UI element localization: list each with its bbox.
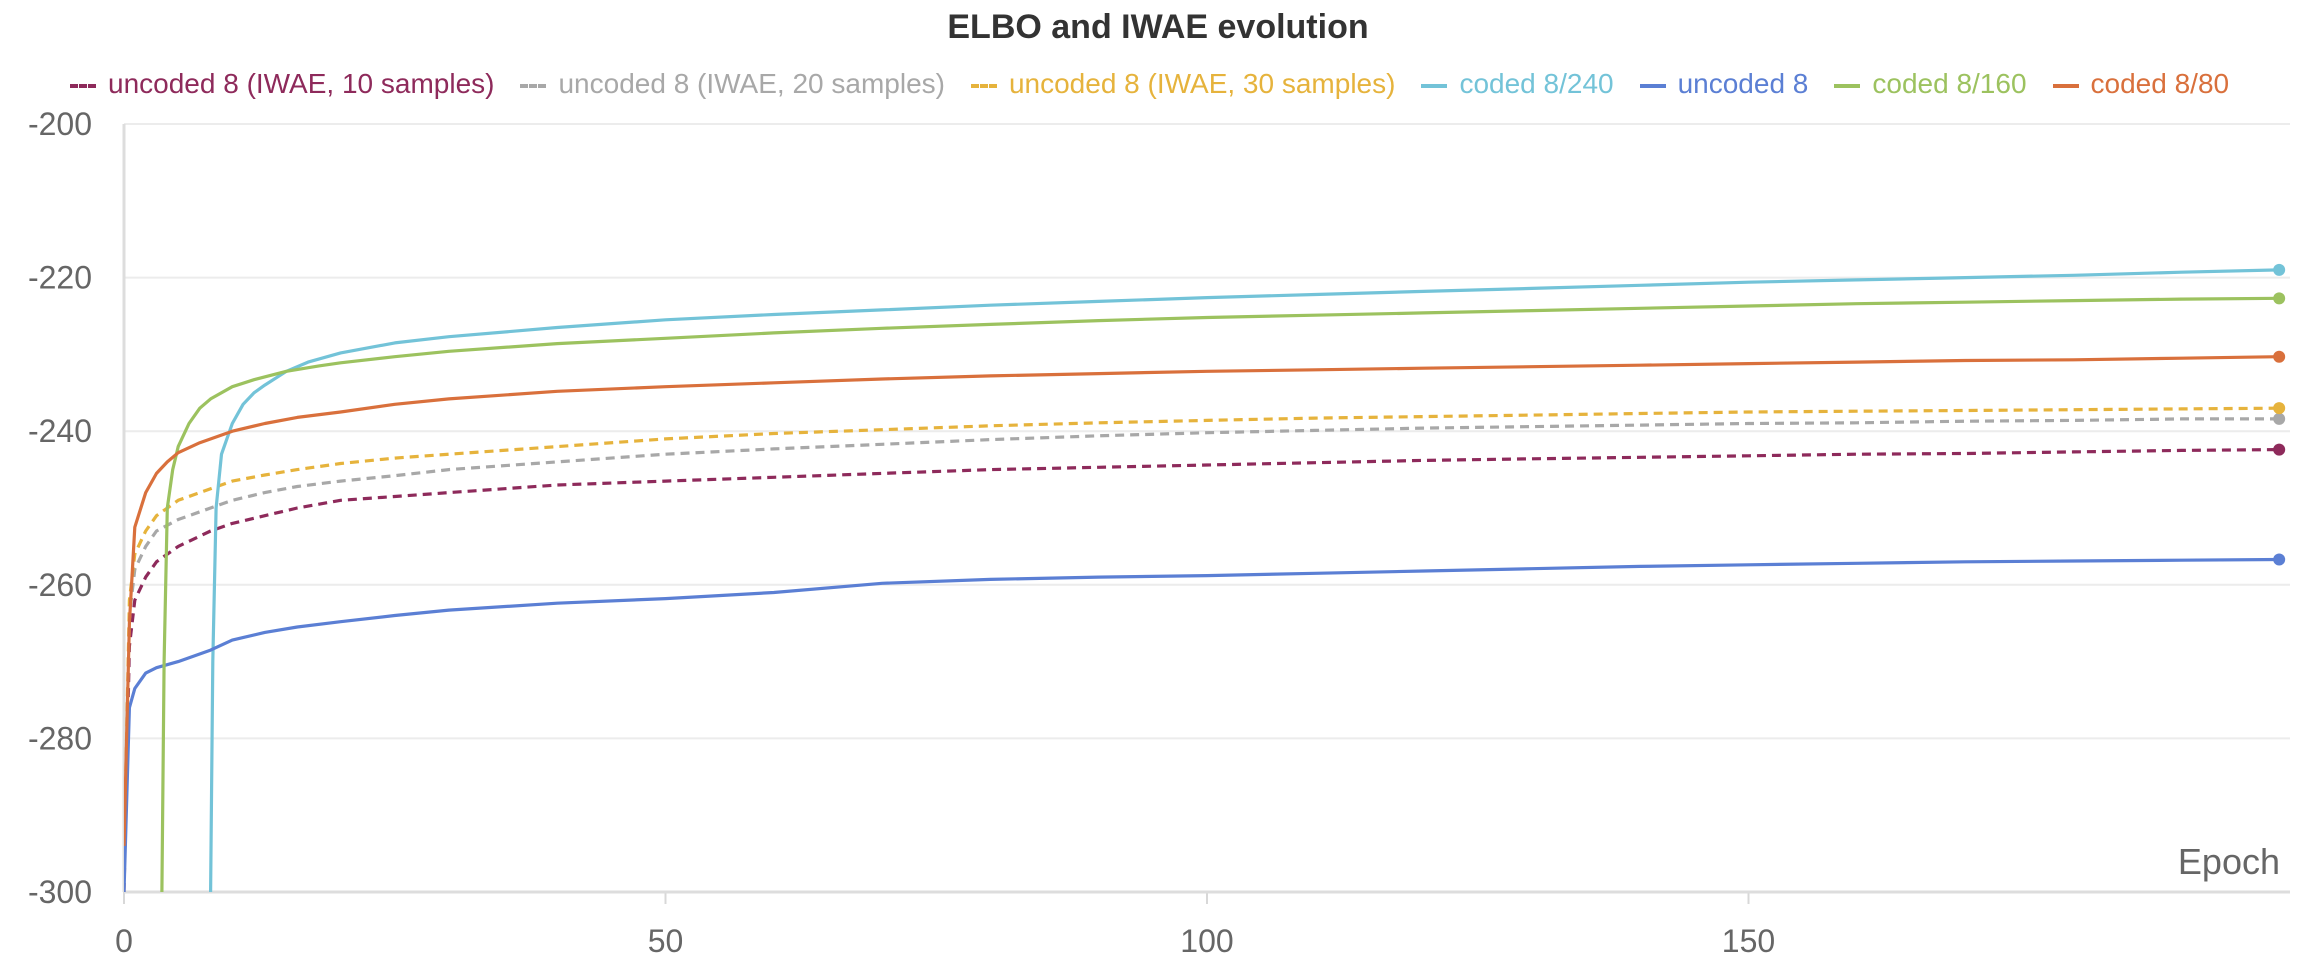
legend-swatch: [520, 83, 547, 88]
legend-label: uncoded 8 (IWAE, 30 samples): [1008, 68, 1396, 99]
legend-swatch: [2052, 83, 2079, 88]
series-line: [124, 417, 2280, 877]
x-tick-label: 100: [1180, 923, 1233, 959]
series-end-point: [2273, 443, 2286, 456]
y-tick-label: -300: [28, 874, 92, 910]
x-tick-label: 50: [648, 923, 684, 959]
chart-legend: uncoded 8 (IWAE, 10 samples) uncoded 8 (I…: [70, 66, 2255, 102]
legend-swatch: [970, 83, 997, 88]
legend-label: coded 8/80: [2090, 68, 2230, 99]
series-line: [124, 448, 2280, 892]
x-axis-title: Epoch: [2178, 841, 2280, 882]
legend-swatch: [1639, 83, 1666, 88]
series-end-point: [2273, 263, 2286, 276]
series-line: [160, 296, 2280, 892]
series-line: [209, 268, 2280, 892]
legend-item[interactable]: coded 8/80: [2052, 66, 2230, 102]
x-tick-label: 0: [115, 923, 133, 959]
series-end-point: [2273, 553, 2286, 566]
y-tick-label: -260: [28, 567, 92, 603]
y-tick-label: -200: [28, 106, 92, 142]
chart-title: ELBO and IWAE evolution: [947, 8, 1369, 46]
legend-item[interactable]: uncoded 8 (IWAE, 10 samples): [70, 66, 494, 102]
x-tick-label: 150: [1722, 923, 1775, 959]
legend-swatch: [1421, 83, 1448, 88]
series-end-point: [2273, 292, 2286, 305]
legend-label: coded 8/240: [1459, 68, 1614, 99]
series-end-point: [2273, 350, 2286, 363]
y-tick-label: -240: [28, 413, 92, 449]
legend-swatch: [70, 83, 96, 88]
legend-swatch: [1834, 83, 1861, 88]
legend-item[interactable]: coded 8/240: [1421, 66, 1614, 102]
series-end-point: [2273, 412, 2286, 425]
series-line: [124, 557, 2280, 892]
legend-label: uncoded 8 (IWAE, 10 samples): [108, 68, 495, 99]
legend-label: uncoded 8: [1677, 68, 1809, 99]
legend-label: uncoded 8 (IWAE, 20 samples): [558, 68, 945, 99]
legend-item[interactable]: coded 8/160: [1834, 66, 2027, 102]
legend-item[interactable]: uncoded 8 (IWAE, 30 samples): [970, 66, 1396, 102]
series-line: [124, 355, 2280, 846]
y-tick-label: -220: [28, 260, 92, 296]
y-tick-label: -280: [28, 720, 92, 756]
legend-item[interactable]: uncoded 8 (IWAE, 20 samples): [520, 66, 945, 102]
series-line: [124, 406, 2280, 862]
legend-label: coded 8/160: [1872, 68, 2027, 99]
series-end-point: [2273, 402, 2286, 415]
legend-item[interactable]: uncoded 8: [1639, 66, 1809, 102]
